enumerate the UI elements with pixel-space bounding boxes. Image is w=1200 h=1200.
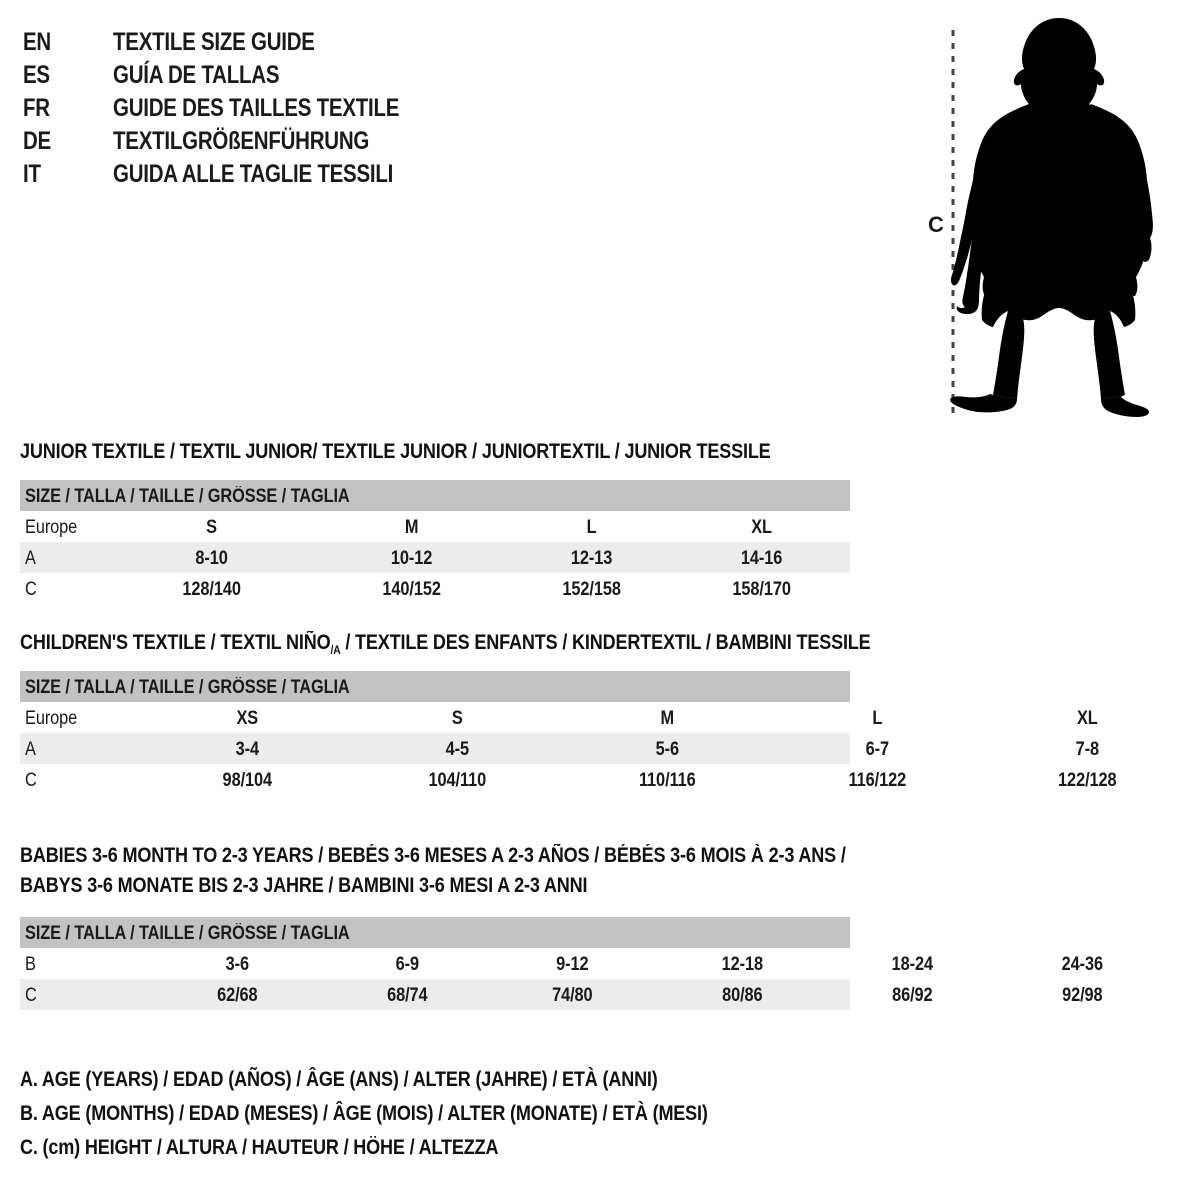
svg-text:C: C (928, 212, 944, 237)
